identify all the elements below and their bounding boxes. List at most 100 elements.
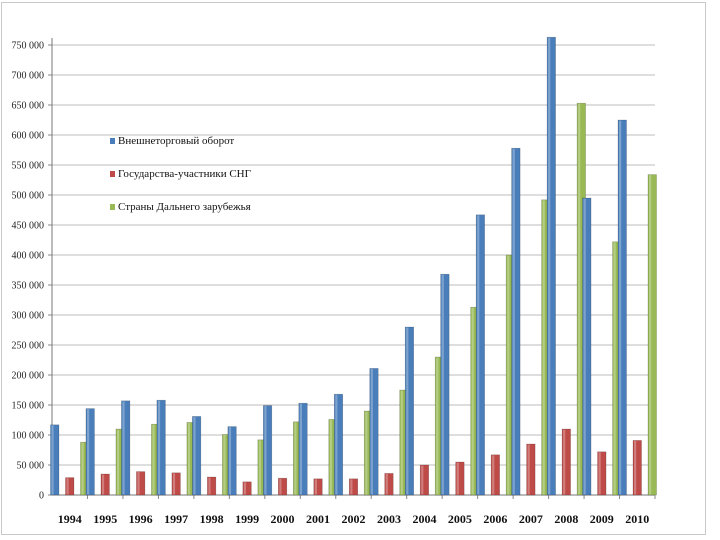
- bar-highlight: [329, 419, 332, 495]
- bar-highlight: [441, 274, 444, 495]
- bar-turnover: [227, 426, 237, 496]
- x-tick-label: 2008: [554, 512, 578, 526]
- legend-label: Внешнеторговый оборот: [118, 135, 234, 147]
- bar-turnover: [85, 408, 95, 496]
- legend-swatch: [110, 171, 115, 177]
- x-tick-label: 1995: [93, 512, 117, 526]
- bar-turnover: [440, 273, 450, 496]
- y-tick-label: 50 000: [17, 461, 45, 472]
- bar-highlight: [294, 422, 297, 495]
- bar-highlight: [542, 200, 545, 495]
- bar-cis: [65, 477, 75, 496]
- bar-highlight: [137, 472, 140, 495]
- y-tick-label: 300 000: [12, 311, 45, 322]
- bar-highlight: [527, 444, 530, 495]
- legend-label: Государства-участники СНГ: [118, 168, 251, 180]
- bar-highlight: [548, 37, 551, 495]
- bar-highlight: [101, 474, 105, 495]
- bar-highlight: [385, 473, 388, 495]
- bar-cis: [136, 471, 146, 496]
- bar-highlight: [243, 482, 247, 495]
- y-tick-label: 600 000: [12, 131, 45, 142]
- bar-highlight: [86, 409, 90, 495]
- bar-highlight: [400, 390, 403, 495]
- x-tick-label: 2000: [271, 512, 295, 526]
- y-tick-label: 550 000: [12, 161, 45, 172]
- x-tick-label: 2010: [625, 512, 649, 526]
- bar-highlight: [66, 478, 69, 495]
- x-tick-label: 2005: [448, 512, 472, 526]
- bar-highlight: [51, 425, 54, 495]
- bar-highlight: [406, 327, 409, 495]
- bar-turnover: [121, 400, 131, 496]
- legend-swatch: [110, 204, 115, 210]
- bar-cis: [278, 477, 288, 496]
- bar-highlight: [471, 307, 474, 495]
- bar-cis: [597, 451, 607, 496]
- bar-cis: [313, 478, 323, 496]
- x-tick-label: 2001: [306, 512, 330, 526]
- bar-turnover: [50, 424, 60, 496]
- bar-highlight: [421, 465, 424, 495]
- bar-cis: [490, 454, 500, 496]
- bar-highlight: [365, 411, 368, 495]
- bar-turnover: [511, 147, 521, 496]
- bar-highlight: [613, 242, 616, 495]
- bar-turnover: [369, 368, 379, 496]
- bar-turnover: [298, 402, 308, 496]
- x-tick-label: 1996: [129, 512, 153, 526]
- y-tick-label: 400 000: [12, 251, 45, 262]
- bar-cis: [207, 476, 217, 496]
- bar-highlight: [208, 477, 211, 495]
- bar-cis: [632, 440, 642, 496]
- bar-highlight: [477, 215, 480, 495]
- x-tick-label: 1994: [58, 512, 82, 526]
- x-tick-label: 2002: [342, 512, 366, 526]
- y-tick-label: 350 000: [12, 281, 45, 292]
- chart-frame: [1, 2, 706, 535]
- bar-cis: [561, 428, 571, 496]
- bar-cis: [171, 472, 181, 496]
- bar-highlight: [619, 120, 622, 495]
- bar-turnover: [263, 405, 273, 496]
- bar-highlight: [583, 198, 586, 495]
- bar-highlight: [563, 429, 566, 495]
- y-tick-label: 450 000: [12, 221, 45, 232]
- bar-highlight: [223, 434, 226, 495]
- bar-cis: [242, 481, 252, 496]
- x-tick-label: 1997: [164, 512, 188, 526]
- bar-highlight: [299, 403, 302, 495]
- bar-highlight: [152, 424, 155, 495]
- x-tick-label: 2004: [412, 512, 436, 526]
- bar-highlight: [598, 452, 601, 495]
- legend-label: Страны Дальнего зарубежья: [118, 201, 251, 213]
- bar-highlight: [187, 422, 191, 495]
- y-tick-label: 750 000: [12, 41, 45, 52]
- y-tick-label: 250 000: [12, 341, 45, 352]
- bar-turnover: [582, 197, 592, 496]
- y-tick-label: 150 000: [12, 401, 45, 412]
- bar-cis: [348, 478, 359, 496]
- y-tick-label: 500 000: [12, 191, 45, 202]
- bar-highlight: [649, 175, 652, 495]
- y-tick-label: 200 000: [12, 371, 45, 382]
- bar-highlight: [350, 479, 353, 495]
- legend-swatch: [110, 138, 115, 144]
- bar-turnover: [546, 36, 556, 496]
- bar-highlight: [314, 479, 317, 495]
- bar-turnover: [192, 416, 202, 496]
- bar-highlight: [193, 416, 196, 495]
- y-tick-label: 100 000: [12, 431, 45, 442]
- bar-turnover: [475, 214, 485, 496]
- bar-cis: [384, 473, 394, 496]
- bar-cis: [455, 461, 465, 496]
- bar-cis: [100, 473, 110, 496]
- bar-highlight: [512, 148, 515, 495]
- x-tick-label: 1998: [200, 512, 224, 526]
- bar-highlight: [157, 400, 161, 495]
- bar-highlight: [634, 440, 637, 495]
- bar-highlight: [81, 442, 84, 495]
- bar-turnover: [333, 393, 344, 496]
- y-tick-label: 650 000: [12, 101, 45, 112]
